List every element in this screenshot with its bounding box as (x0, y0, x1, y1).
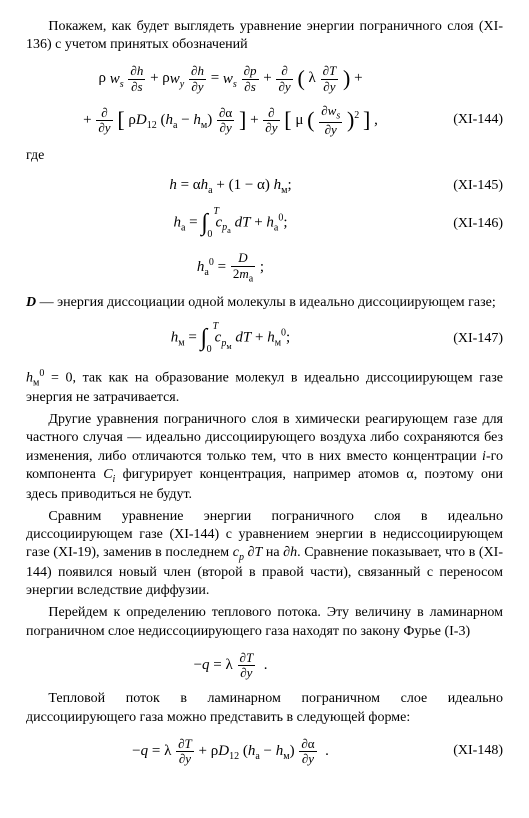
equation-q-fourier: −q = λ ∂T∂y . (26, 651, 503, 681)
equation-144-line2: + ∂∂y [ ρD12 (hа − hм) ∂α∂y ] + ∂∂y [ μ … (26, 104, 503, 137)
eq146-number: (XI-146) (435, 215, 503, 233)
eq144-number: (XI-144) (435, 111, 503, 129)
para-heat2: Тепловой поток в ламинарном пограничном … (26, 690, 503, 726)
eq148-number: (XI-148) (435, 742, 503, 760)
equation-148: −q = λ ∂T∂y + ρD12 (hа − hм) ∂α∂y . (XI-… (26, 737, 503, 767)
equation-145: h = αhа + (1 − α) hм; (XI-145) (26, 175, 503, 197)
eq145-number: (XI-145) (435, 177, 503, 195)
eq-ha0-math: hа0 = D2mа ; (26, 251, 435, 284)
eq144-l1-math: ρ ws ∂h∂s + ρwy ∂h∂y = ws ∂p∂s + ∂∂y ( λ… (26, 64, 435, 94)
para-other-eqs: Другие уравнения пограничного слоя в хим… (26, 411, 503, 504)
eq148-math: −q = λ ∂T∂y + ρD12 (hа − hм) ∂α∂y . (26, 737, 435, 767)
D-definition: D — энергия диссоциации одной молекулы в… (26, 294, 503, 312)
equation-147: hм = T∫0 cpм dT + hм0; (XI-147) (26, 326, 503, 352)
D-def-text: — энергия диссоциации одной молекулы в и… (36, 295, 496, 310)
para-compare: Сравним уравнение энергии пограничного с… (26, 508, 503, 601)
eq144-l2-math: + ∂∂y [ ρD12 (hа − hм) ∂α∂y ] + ∂∂y [ μ … (26, 104, 435, 137)
eq147-number: (XI-147) (435, 330, 503, 348)
hm0-para: hм0 = 0, так как на образование молекул … (26, 367, 503, 408)
intro-para: Покажем, как будет выглядеть уравнение э… (26, 18, 503, 54)
eq146-math: hа = T∫0 cpа dT + hа0; (26, 211, 435, 237)
eq-q1-math: −q = λ ∂T∂y . (26, 651, 435, 681)
where-label: где (26, 147, 503, 165)
equation-144-line1: ρ ws ∂h∂s + ρwy ∂h∂y = ws ∂p∂s + ∂∂y ( λ… (26, 64, 503, 94)
equation-146: hа = T∫0 cpа dT + hа0; (XI-146) (26, 211, 503, 237)
para-flux-intro: Перейдем к определению теплового потока.… (26, 604, 503, 640)
D-symbol: D (26, 295, 36, 310)
equation-ha0: hа0 = D2mа ; (26, 251, 503, 284)
eq145-math: h = αhа + (1 − α) hм; (26, 176, 435, 197)
eq147-math: hм = T∫0 cpм dT + hм0; (26, 326, 435, 352)
